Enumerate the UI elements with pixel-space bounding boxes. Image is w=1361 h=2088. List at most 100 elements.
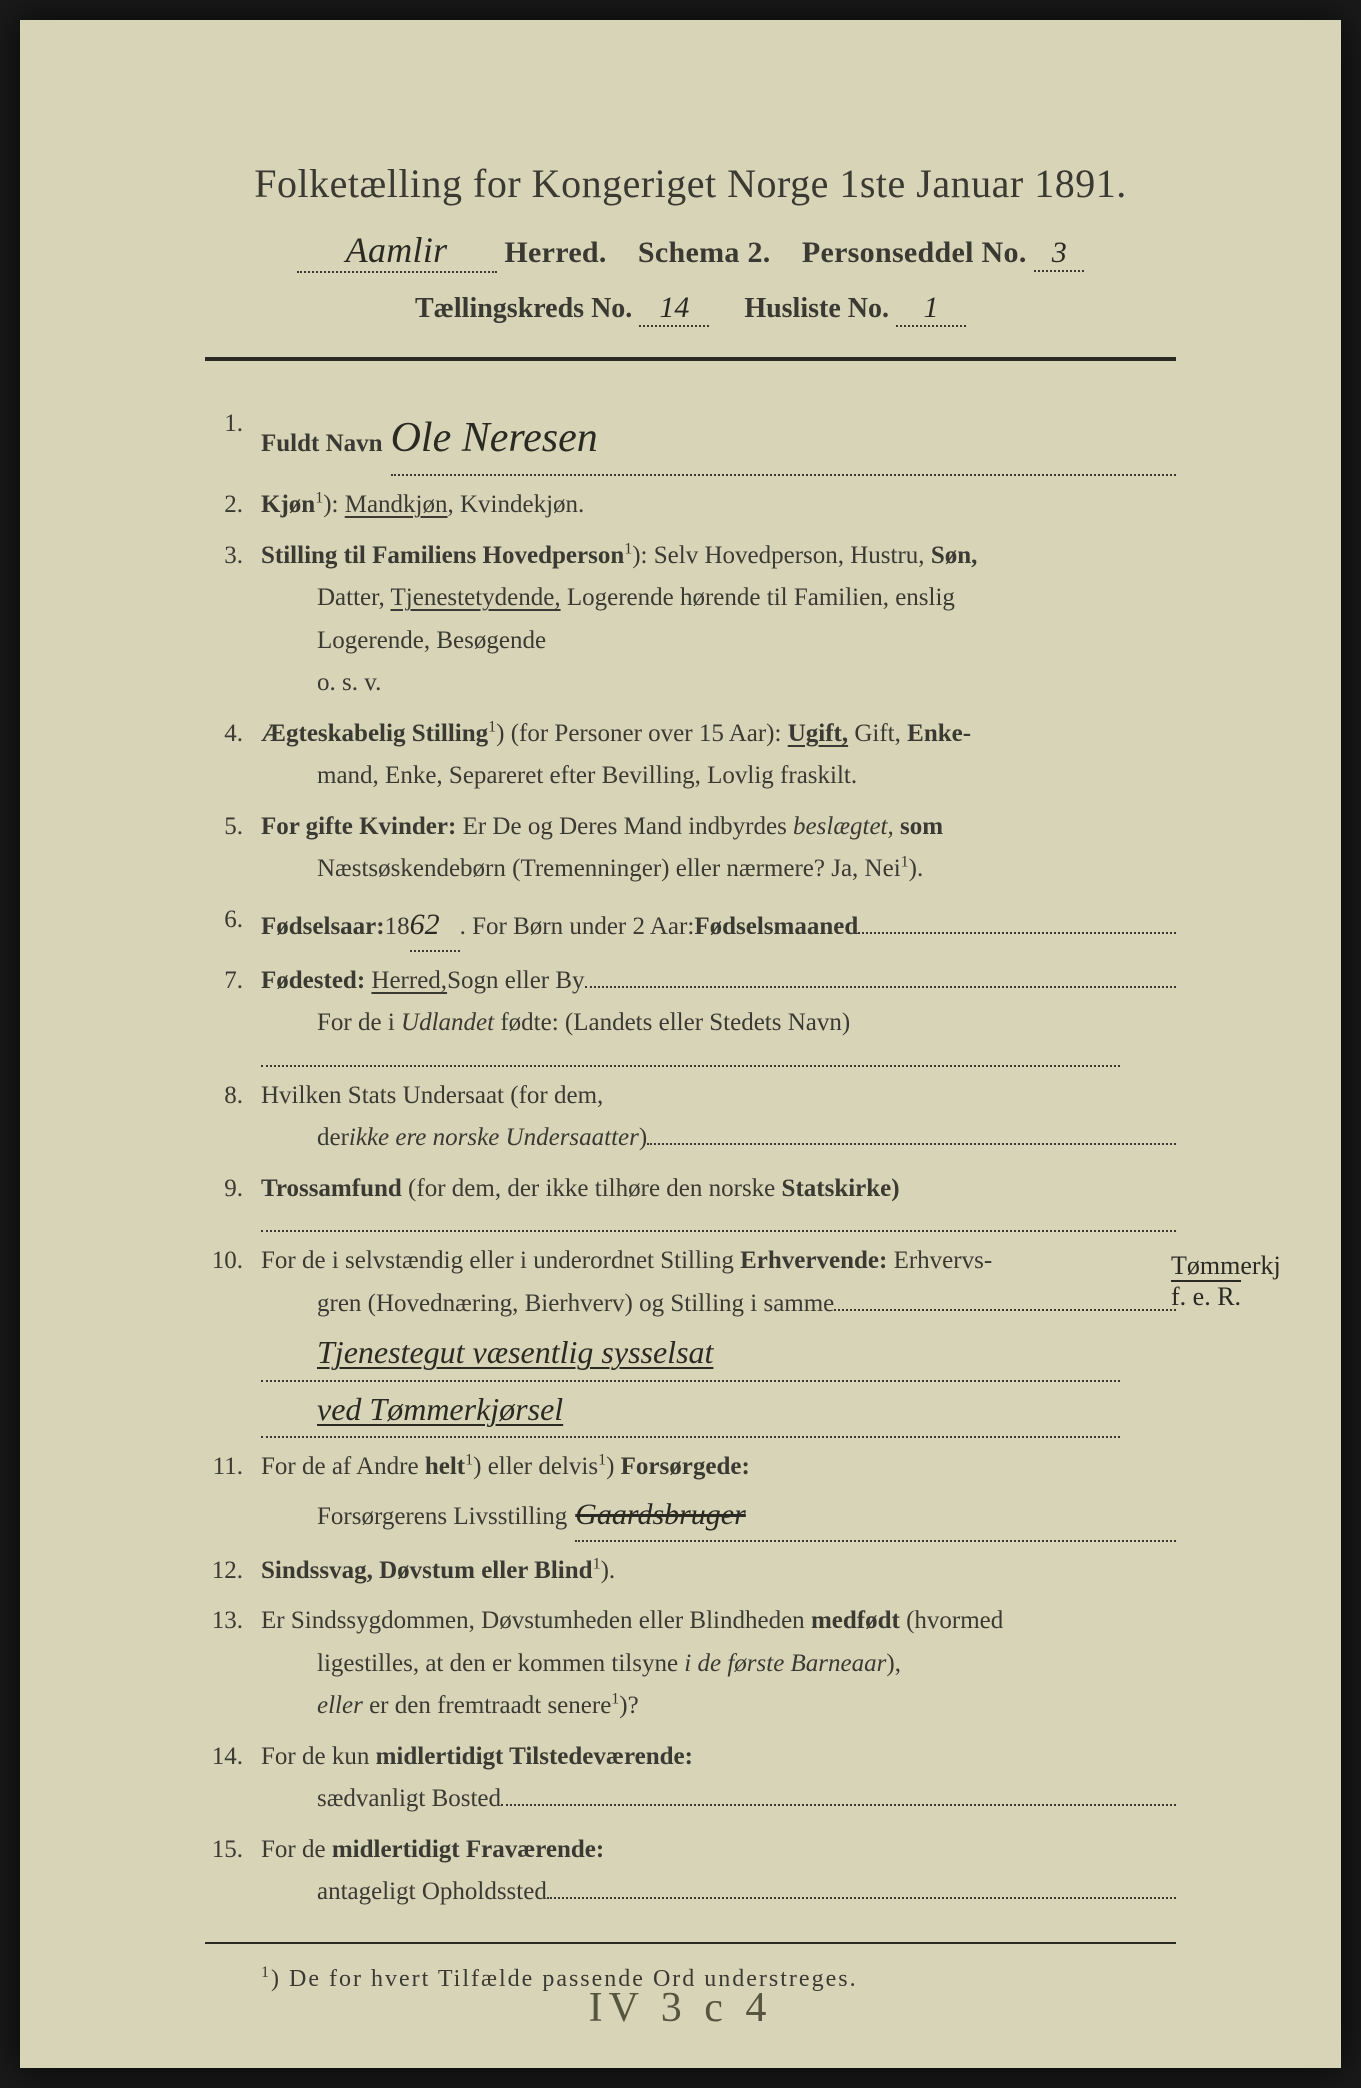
item-13-med: medfødt [811,1607,900,1634]
footnote-sup: 1 [261,1964,271,1981]
item-8-l1: Hvilken Stats Undersaat (for dem, [261,1082,603,1109]
item-12-text: Sindssvag, Døvstum eller Blind [261,1557,593,1584]
item-13-l3c: )? [619,1692,638,1719]
item-12-end: ). [601,1557,616,1584]
item-7-udl: Udlandet [401,1009,494,1036]
item-9-num: 9. [205,1168,261,1211]
item-8-l2it: ikke ere norske Undersaatter [349,1117,639,1160]
item-11-l1c: ) [606,1453,621,1480]
item-8: 8. Hvilken Stats Undersaat (for dem, der… [205,1075,1176,1160]
header-rule [205,357,1176,361]
item-2-rest: ): [323,491,345,518]
personseddel-no: 3 [1034,236,1084,272]
item-13: 13. Er Sindssygdommen, Døvstumheden elle… [205,1600,1176,1728]
bottom-archival-mark: IV 3 c 4 [20,1984,1341,2032]
item-15-mid: midlertidigt Fraværende: [332,1836,604,1863]
item-3-l2a: Datter, [317,584,391,611]
item-15-num: 15. [205,1829,261,1872]
item-3-l2b: Logerende hørende til Familien, enslig [561,584,955,611]
item-12-sup: 1 [593,1555,601,1572]
item-3: 3. Stilling til Familiens Hovedperson1):… [205,535,1176,705]
forsorger-hw: Gaardsbruger [575,1489,1176,1542]
item-12: 12. Sindssvag, Døvstum eller Blind1). [205,1550,1176,1593]
item-13-it: i de første Barneaar [684,1650,886,1677]
erhverv-hw-line1: Tjenestegut væsentlig sysselsat [261,1325,1120,1381]
item-7-r1: Sogn eller By [447,960,585,1003]
item-4-l2: mand, Enke, Separeret efter Bevilling, L… [261,755,1176,798]
item-9-label: Trossamfund [261,1175,402,1202]
form-header: Folketælling for Kongeriget Norge 1ste J… [205,160,1176,327]
item-2-num: 2. [205,484,261,527]
item-6-num: 6. [205,899,261,942]
item-3-rest1: ): Selv Hovedperson, Hustru, [632,542,931,569]
item-5-l2b: ). [909,855,924,882]
item-11-l2: Forsørgerens Livsstilling [317,1496,567,1539]
margin-handwriting: Tømmerkj f. e. R. [1171,1250,1331,1312]
margin-note-l2: f. e. R. [1171,1281,1331,1312]
footer-rule [205,1942,1176,1944]
item-11-num: 11. [205,1446,261,1489]
herred-name-handwritten: Aamlir [297,229,497,273]
item-10: 10. For de i selvstændig eller i underor… [205,1240,1176,1438]
item-6-prefix: 18 [385,906,410,949]
form-body: 1. Fuldt Navn Ole Neresen 2. Kjøn1): Man… [205,403,1176,1914]
item-10-l2: gren (Hovednæring, Bierhverv) og Stillin… [317,1283,834,1326]
kjon-mandkjon: Mandkjøn [345,491,448,518]
item-4-label: Ægteskabelig Stilling [261,720,488,747]
item-13-l1b: (hvormed [900,1607,1003,1634]
item-5-besl: beslægtet, [793,813,894,840]
husliste-label: Husliste No. [744,293,889,324]
item-3-l3: Logerende, Besøgende [261,620,1176,663]
header-line-3: Tællingskreds No. 14 Husliste No. 1 [205,291,1176,327]
item-8-l2a: der [317,1117,349,1160]
item-10-num: 10. [205,1240,261,1283]
erhverv-hw-line2: ved Tømmerkjørsel [261,1382,1120,1438]
taellingskreds-no: 14 [639,291,709,327]
item-3-label: Stilling til Familiens Hovedperson [261,542,624,569]
item-4-sup: 1 [488,719,496,736]
census-form-page: Folketælling for Kongeriget Norge 1ste J… [20,20,1341,2068]
item-13-l2a: ligestilles, at den er kommen tilsyne [317,1650,684,1677]
item-10-l1b: Erhvervs- [887,1247,992,1274]
item-5-label: For gifte Kvinder: [261,813,456,840]
item-15-l1: For de [261,1836,332,1863]
item-7-l2: For de i [317,1009,401,1036]
item-2: 2. Kjøn1): Mandkjøn, Kvindekjøn. [205,484,1176,527]
item-5-som: som [894,813,943,840]
item-15-blank [547,1897,1176,1899]
item-5: 5. For gifte Kvinder: Er De og Deres Man… [205,806,1176,891]
item-2-sep: , [448,491,461,518]
item-6-rest: . For Børn under 2 Aar: [460,906,695,949]
item-5-sup: 1 [901,854,909,871]
fodested-blank [585,986,1176,988]
item-4-r1b: Gift, [848,720,907,747]
item-11-fors: Forsørgede: [621,1453,750,1480]
item-7-blank-line [261,1065,1120,1067]
item-9-rest: (for dem, der ikke tilhøre den norske [402,1175,782,1202]
item-14-l1: For de kun [261,1743,376,1770]
fodselsaar-value: 62 [410,899,460,952]
fodselsmaaned-blank [858,932,1176,934]
item-3-son: Søn, [931,542,978,569]
taellingskreds-label: Tællingskreds No. [415,293,632,324]
item-14-l2: sædvanligt Bosted [317,1778,501,1821]
item-6-label: Fødselsaar: [261,906,385,949]
item-14-num: 14. [205,1736,261,1779]
item-9: 9. Trossamfund (for dem, der ikke tilhør… [205,1168,1176,1233]
header-line-2: Aamlir Herred. Schema 2. Personseddel No… [205,229,1176,273]
item-3-l4: o. s. v. [261,662,1176,705]
item-1: 1. Fuldt Navn Ole Neresen [205,403,1176,476]
item-7-label: Fødested: [261,960,365,1003]
item-13-l3a: eller [317,1692,363,1719]
item-13-num: 13. [205,1600,261,1643]
item-11-sup2: 1 [598,1452,606,1469]
schema-label: Schema 2. [638,236,771,269]
item-1-label: Fuldt Navn [261,423,383,466]
item-11-helt: helt [425,1453,465,1480]
item-2-label: Kjøn [261,491,315,518]
item-4-enke: Enke- [907,720,971,747]
item-4: 4. Ægteskabelig Stilling1) (for Personer… [205,713,1176,798]
fodested-herred: Herred, [371,960,447,1003]
herred-label: Herred. [504,236,606,269]
item-2-sup: 1 [315,490,323,507]
